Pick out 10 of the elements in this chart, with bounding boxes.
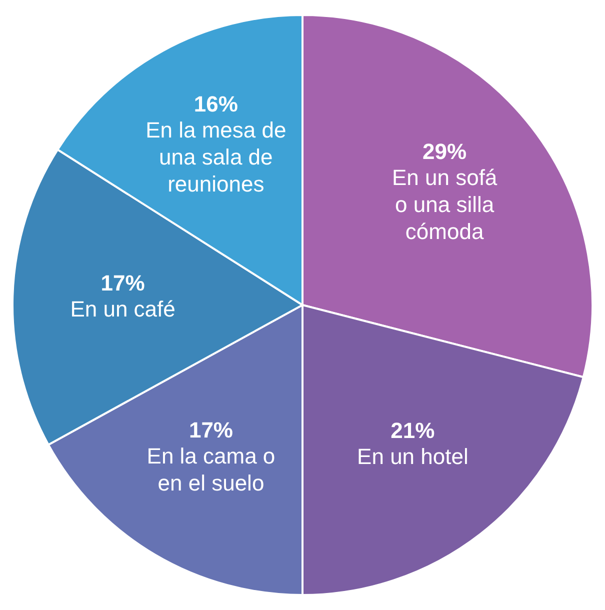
data-label: 16%: [194, 91, 238, 116]
slice-label: En un hotel: [357, 444, 468, 470]
data-label: 17%: [188, 417, 233, 442]
slice-label: En un sofá o una silla cómoda: [392, 164, 498, 244]
slice-label: En un café: [70, 296, 176, 322]
data-label: 29%: [422, 138, 467, 164]
slice-label: En la cama o en el suelo: [146, 443, 276, 496]
data-label: 17%: [100, 270, 145, 296]
data-label: 21%: [390, 418, 435, 444]
slice-label: En la mesa de una sala de reuniones: [146, 117, 286, 196]
